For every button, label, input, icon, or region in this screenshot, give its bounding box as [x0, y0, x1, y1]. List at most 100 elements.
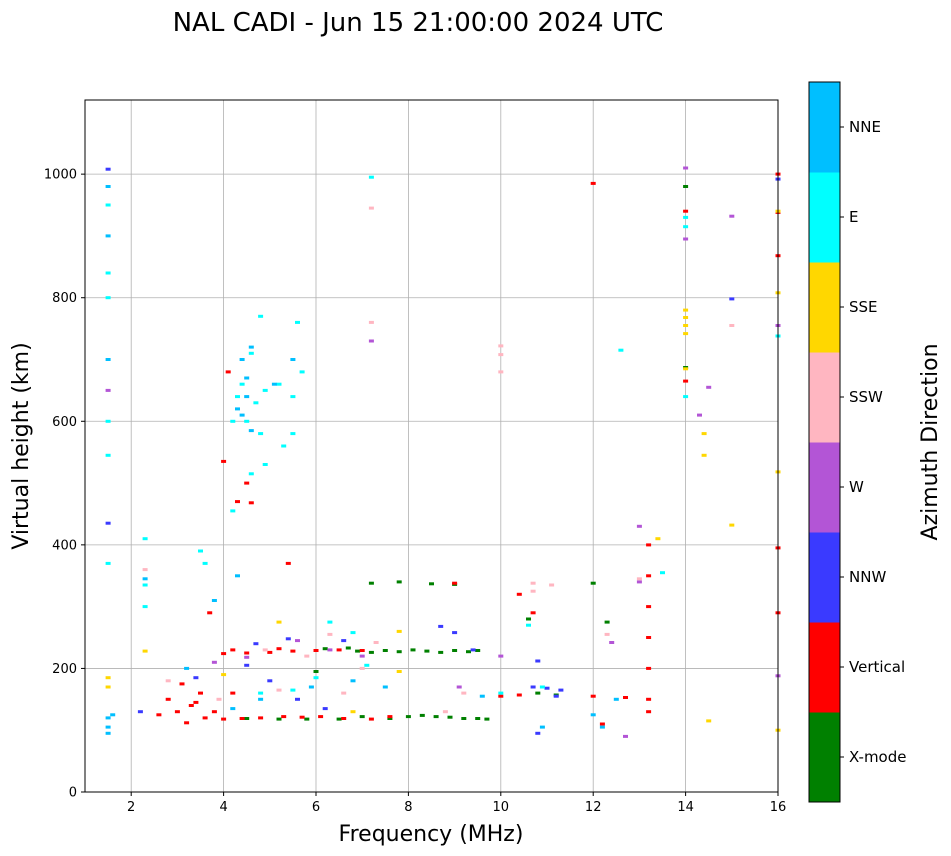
echo-point-nne — [211, 599, 217, 602]
echo-point-ssw — [327, 632, 333, 636]
echo-point-nnw — [558, 688, 564, 692]
echo-point-nne — [590, 713, 596, 717]
echo-point-nne — [235, 407, 240, 411]
echo-point-nne — [105, 234, 111, 238]
echo-point-nne — [142, 577, 148, 581]
echo-point-nne — [258, 697, 264, 701]
echo-point-vertical — [646, 543, 652, 547]
colorbar-frame — [808, 81, 841, 803]
echo-point-e — [683, 215, 689, 219]
echo-point-ssw — [262, 648, 268, 652]
echo-point-sse — [683, 332, 689, 336]
echo-point-e — [244, 419, 250, 423]
x-tick-label: 10 — [493, 800, 510, 815]
echo-point-vertical — [244, 481, 250, 485]
echo-point-nne — [105, 716, 111, 720]
echo-point-x-mode — [304, 717, 310, 721]
echo-point-vertical — [211, 710, 217, 714]
echo-point-nne — [105, 731, 111, 735]
echo-point-sse — [706, 719, 712, 723]
echo-point-nnw — [553, 694, 559, 698]
echo-point-vertical — [646, 605, 652, 609]
echo-point-e — [290, 432, 296, 436]
colorbar-label: NNW — [849, 568, 886, 586]
echo-point-vertical — [230, 648, 236, 652]
echo-point-sse — [105, 685, 111, 689]
echo-point-nnw — [244, 663, 250, 667]
echo-point-ssw — [498, 353, 504, 357]
x-tick-label: 12 — [585, 800, 602, 815]
echo-point-nne — [382, 685, 388, 689]
echo-point-vertical — [516, 693, 522, 697]
echo-point-vertical — [646, 666, 652, 670]
echo-points — [105, 166, 781, 738]
echo-point-nne — [479, 694, 485, 698]
echo-point-w — [105, 388, 111, 392]
echo-point-nne — [248, 345, 254, 349]
echo-point-sse — [683, 367, 689, 371]
colorbar-segment — [809, 262, 840, 353]
echo-point-e — [276, 382, 282, 386]
echo-point-e — [248, 351, 254, 355]
echo-point-e — [253, 401, 259, 405]
echo-point-x-mode — [382, 649, 388, 652]
echo-point-sse — [396, 629, 402, 633]
echo-point-nnw — [535, 659, 541, 663]
echo-point-vertical — [318, 715, 324, 719]
echo-point-nnw — [295, 697, 300, 701]
echo-point-w — [359, 654, 365, 658]
echo-point-ssw — [498, 370, 504, 374]
echo-point-vertical — [239, 717, 245, 720]
echo-point-nnw — [105, 167, 111, 171]
echo-point-ssw — [216, 697, 222, 701]
colorbar-segment — [809, 712, 840, 803]
echo-point-x-mode — [461, 717, 467, 720]
echo-point-w — [729, 214, 735, 218]
echo-point-x-mode — [590, 581, 596, 585]
echo-point-e — [258, 314, 264, 318]
echo-point-ssw — [276, 688, 282, 692]
echo-point-vertical — [184, 721, 190, 725]
echo-point-e — [498, 691, 504, 695]
echo-point-x-mode — [424, 649, 430, 653]
echo-point-x-mode — [433, 715, 439, 719]
echo-point-e — [258, 432, 264, 436]
echo-point-w — [623, 734, 628, 738]
echo-point-w — [683, 237, 689, 241]
echo-point-vertical — [683, 209, 689, 213]
echo-point-nne — [230, 707, 236, 711]
echo-point-ssw — [461, 691, 467, 695]
plot-frame — [84, 99, 779, 793]
echo-point-vertical — [276, 647, 282, 651]
echo-point-e — [281, 444, 287, 448]
echo-point-e — [313, 676, 319, 680]
echo-point-e — [105, 419, 111, 423]
echo-point-vertical — [281, 715, 287, 719]
y-tick-label: 0 — [69, 786, 77, 801]
chart-title: NAL CADI - Jun 15 21:00:00 2024 UTC — [173, 8, 664, 38]
echo-point-e — [618, 348, 624, 352]
echo-point-vertical — [207, 611, 213, 615]
echo-point-e — [105, 271, 111, 275]
echo-point-nnw — [267, 679, 273, 683]
echo-point-x-mode — [526, 617, 531, 621]
echo-point-vertical — [452, 581, 458, 585]
colorbar-label: X-mode — [849, 748, 906, 766]
y-tick-label: 400 — [52, 538, 77, 553]
echo-point-e — [230, 509, 236, 513]
echo-point-x-mode — [396, 650, 402, 654]
echo-point-nne — [290, 358, 296, 361]
echo-point-x-mode — [368, 581, 374, 585]
x-tick-label: 14 — [677, 800, 694, 815]
echo-point-nne — [244, 395, 250, 399]
echo-point-nnw — [438, 624, 444, 628]
echo-point-e — [262, 388, 268, 392]
echo-point-x-mode — [475, 649, 481, 652]
echo-point-w — [636, 524, 642, 528]
echo-point-nnw — [341, 639, 347, 643]
echo-point-nnw — [535, 731, 541, 735]
echo-point-nne — [271, 382, 277, 386]
echo-point-nne — [184, 666, 190, 670]
echo-point-e — [683, 395, 689, 399]
echo-point-vertical — [221, 652, 227, 656]
